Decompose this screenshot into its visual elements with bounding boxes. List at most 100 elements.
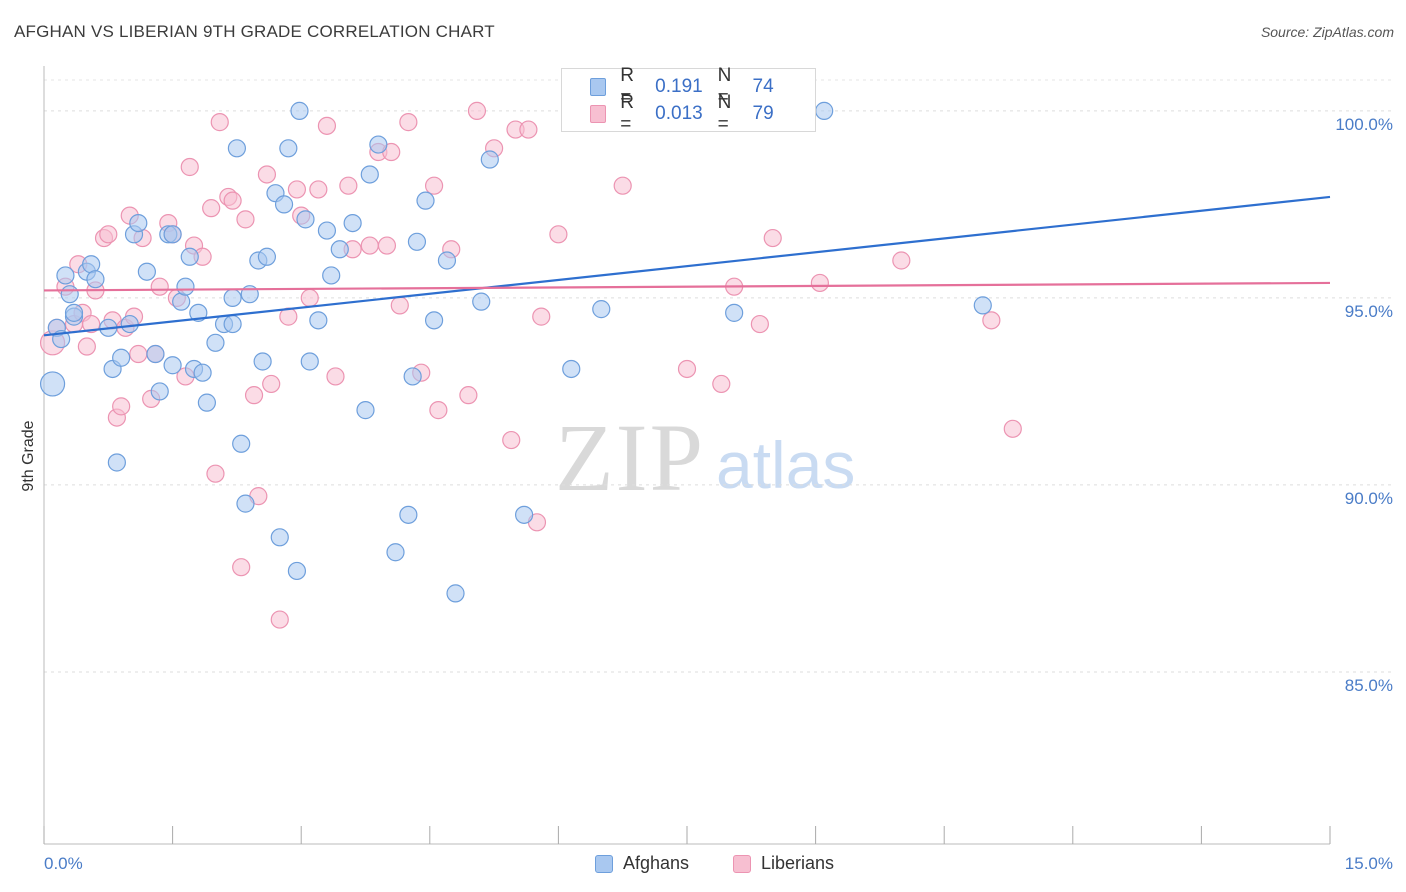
liberians-trend-line	[43, 281, 1331, 292]
x-tick-label-min: 0.0%	[44, 854, 83, 873]
afghans-point	[399, 505, 418, 524]
liberians-point	[257, 165, 277, 184]
afghans-point	[356, 401, 375, 420]
liberians-point	[712, 374, 731, 394]
afghans-point	[223, 314, 242, 334]
afghans-point	[290, 101, 309, 120]
afghans-point	[257, 247, 277, 266]
liberians-point	[429, 401, 448, 420]
afghans-point	[163, 356, 182, 375]
liberians-point	[982, 311, 1001, 330]
legend-item-afghans[interactable]: Afghans	[595, 853, 689, 874]
liberians-point	[750, 314, 769, 334]
afghans-point	[416, 191, 435, 210]
liberians-legend-label: Liberians	[761, 853, 835, 873]
liberians-swatch	[590, 105, 607, 123]
afghans-point	[60, 285, 79, 304]
afghans-point	[287, 561, 307, 581]
liberians-point	[99, 225, 118, 244]
liberians-point	[467, 101, 487, 120]
x-tick-label-max: 15.0%	[1345, 854, 1393, 873]
liberians-point	[210, 113, 229, 132]
liberians-point	[77, 337, 96, 356]
afghans-r-label: R =	[620, 65, 635, 108]
afghans-point	[369, 135, 388, 154]
liberians-point	[459, 386, 478, 405]
trend-lines	[43, 195, 1331, 337]
afghans-point	[180, 247, 199, 266]
y-axis-label: 9th Grade	[20, 420, 37, 491]
series-legend: Afghans Liberians	[0, 853, 1406, 877]
liberians-point	[287, 180, 307, 199]
afghans-point	[39, 371, 66, 397]
y-tick-labels: 85.0% 90.0% 95.0% 100.0%	[1335, 115, 1393, 695]
afghans-point	[146, 344, 165, 364]
afghans-point	[163, 225, 182, 244]
afghans-point	[112, 348, 131, 367]
afghans-point	[300, 352, 319, 371]
afghans-point	[176, 277, 195, 296]
afghans-point	[407, 232, 427, 251]
axes	[43, 66, 1331, 845]
afghans-point	[815, 101, 834, 120]
liberians-point	[502, 430, 521, 450]
afghans-legend-label: Afghans	[623, 853, 690, 873]
y-tick-label-85: 85.0%	[1345, 676, 1393, 695]
liberians-point	[424, 176, 444, 195]
liberians-point	[763, 228, 782, 248]
afghans-point	[107, 453, 126, 472]
liberians-point	[180, 157, 199, 177]
liberians-r-label: R =	[620, 92, 635, 135]
liberians-point	[399, 113, 418, 132]
afghans-point	[403, 367, 422, 386]
chart-source: Source: ZipAtlas.com	[1260, 24, 1394, 40]
liberians-n-label: N =	[717, 92, 732, 135]
liberians-point	[82, 314, 101, 334]
chart-title: AFGHAN VS LIBERIAN 9TH GRADE CORRELATION…	[14, 22, 495, 41]
liberians-point	[390, 296, 409, 315]
liberians-n-value: 79	[752, 103, 774, 124]
liberians-point	[223, 191, 242, 210]
afghans-point	[232, 434, 251, 453]
afghans-point	[309, 311, 328, 330]
afghans-point	[279, 139, 298, 158]
liberians-point	[244, 386, 264, 405]
afghans-point	[227, 139, 246, 158]
liberians-point	[326, 367, 345, 386]
liberians-point	[532, 307, 551, 326]
liberians-point	[677, 359, 697, 379]
liberians-point	[300, 288, 319, 308]
liberians-r-value: 0.013	[655, 103, 703, 124]
liberians-point	[270, 610, 289, 629]
afghans-point	[562, 359, 581, 379]
afghans-point	[360, 165, 379, 184]
afghans-point	[973, 296, 992, 315]
afghans-point	[82, 255, 101, 274]
watermark-atlas: atlas	[716, 428, 855, 502]
afghans-point	[472, 292, 491, 311]
y-tick-label-100: 100.0%	[1335, 115, 1393, 134]
afghans-point	[515, 505, 534, 524]
afghans-trend-line	[43, 195, 1331, 337]
afghans-point	[253, 352, 272, 371]
x-tick-labels: 0.0% 15.0%	[44, 854, 1393, 873]
watermark-zip: ZIP	[555, 404, 705, 511]
afghans-n-label: N =	[717, 65, 732, 108]
afghans-point	[193, 363, 212, 382]
afghans-point	[236, 494, 255, 513]
liberians-point	[613, 176, 632, 195]
afghans-point	[172, 292, 191, 311]
afghans-point	[86, 270, 105, 289]
afghans-point	[274, 195, 294, 214]
correlation-legend: R = 0.191 N = 74 R = 0.013 N = 79	[561, 65, 816, 135]
afghans-point	[129, 213, 148, 233]
afghans-point	[446, 584, 465, 603]
afghans-point	[322, 266, 341, 285]
liberians-point	[519, 120, 538, 139]
liberians-point	[377, 236, 397, 255]
legend-item-liberians[interactable]: Liberians	[733, 853, 834, 874]
afghans-points	[39, 101, 992, 603]
afghans-point	[189, 303, 208, 322]
afghans-point	[56, 266, 75, 285]
